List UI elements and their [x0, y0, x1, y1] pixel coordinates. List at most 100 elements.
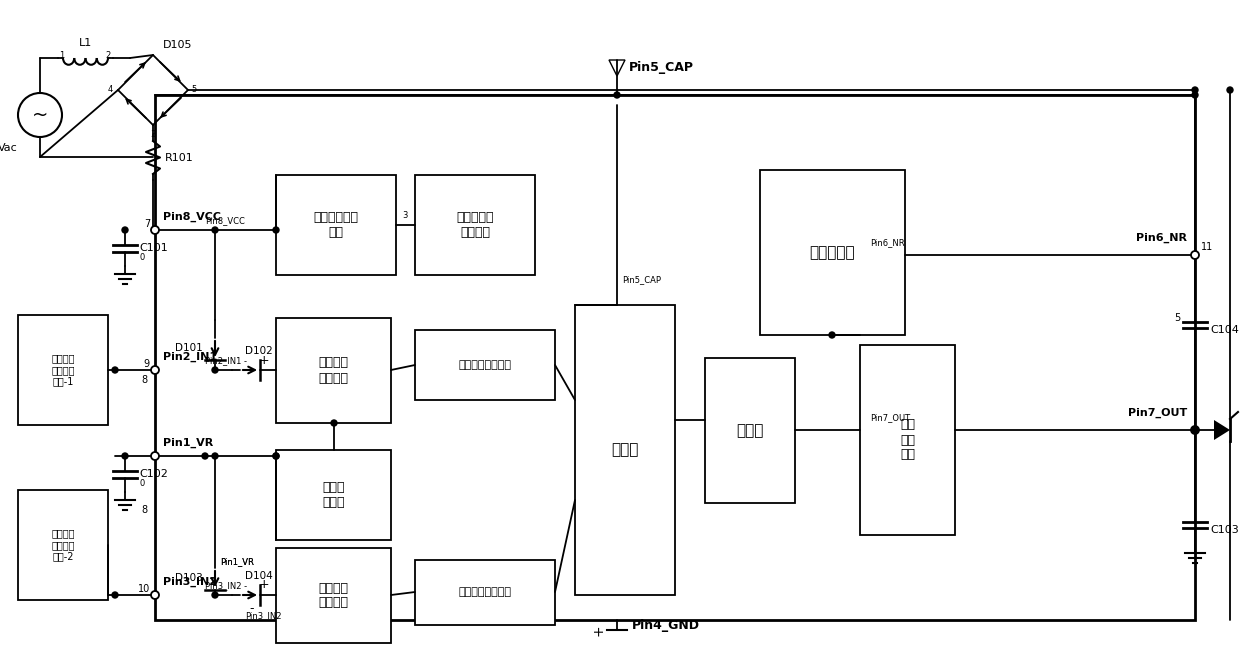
- Polygon shape: [1214, 420, 1230, 440]
- Bar: [19, 490, 108, 600]
- Text: +: +: [259, 353, 269, 366]
- Text: L1: L1: [78, 38, 92, 48]
- Text: D103: D103: [175, 573, 203, 583]
- Text: 互感器或
其他传感
器输-1: 互感器或 其他传感 器输-1: [51, 353, 74, 387]
- Circle shape: [112, 367, 118, 373]
- Text: 锁存器: 锁存器: [737, 423, 764, 438]
- Text: Pin2_IN1 -: Pin2_IN1 -: [205, 356, 247, 365]
- Bar: [415, 175, 534, 275]
- Circle shape: [1192, 87, 1198, 93]
- Circle shape: [1190, 426, 1199, 434]
- Circle shape: [614, 92, 620, 98]
- Text: D104: D104: [246, 571, 273, 581]
- Text: 抗干扰模块: 抗干扰模块: [810, 245, 856, 260]
- Circle shape: [212, 227, 218, 233]
- Circle shape: [1192, 92, 1198, 98]
- Text: 8: 8: [141, 505, 148, 515]
- Bar: [155, 95, 1195, 620]
- Text: Pin5_CAP: Pin5_CAP: [622, 275, 661, 285]
- Circle shape: [273, 453, 279, 459]
- Circle shape: [1228, 87, 1233, 93]
- Polygon shape: [609, 60, 625, 76]
- Text: 9: 9: [144, 359, 150, 369]
- Text: Pin4_GND: Pin4_GND: [632, 619, 701, 631]
- Text: C101: C101: [139, 243, 167, 253]
- Text: +: +: [259, 579, 269, 592]
- Circle shape: [122, 453, 128, 459]
- Text: Pin7_OUT: Pin7_OUT: [870, 413, 910, 422]
- Text: Pin6_NR: Pin6_NR: [1136, 233, 1187, 243]
- Text: 1: 1: [60, 51, 64, 59]
- Text: 第一信号
放大模块: 第一信号 放大模块: [319, 357, 348, 384]
- Circle shape: [151, 452, 159, 460]
- Bar: [415, 330, 556, 400]
- Circle shape: [331, 420, 337, 426]
- Circle shape: [212, 453, 218, 459]
- Text: C103: C103: [1210, 525, 1239, 535]
- Circle shape: [151, 591, 159, 599]
- Text: Pin3_IN2 -: Pin3_IN2 -: [205, 581, 247, 590]
- Text: 放大增益修正网络: 放大增益修正网络: [459, 588, 511, 598]
- Text: Pin8_VCC: Pin8_VCC: [162, 212, 221, 222]
- Circle shape: [1192, 427, 1198, 433]
- Text: Pin3_IN2: Pin3_IN2: [246, 611, 281, 620]
- Text: Pin6_NR: Pin6_NR: [870, 238, 905, 247]
- Bar: [706, 358, 795, 503]
- Text: Pin5_CAP: Pin5_CAP: [629, 61, 694, 74]
- Text: C102: C102: [139, 469, 167, 479]
- Circle shape: [830, 332, 835, 338]
- Text: 内部稳压及
偏置模块: 内部稳压及 偏置模块: [456, 211, 494, 239]
- Bar: [861, 345, 955, 535]
- Circle shape: [112, 592, 118, 598]
- Text: Pin8_VCC: Pin8_VCC: [205, 216, 244, 225]
- Bar: [760, 170, 905, 335]
- Text: 内部参
考电压: 内部参 考电压: [322, 481, 345, 509]
- Bar: [575, 305, 675, 595]
- Circle shape: [151, 226, 159, 234]
- Text: Vac: Vac: [0, 143, 19, 153]
- Circle shape: [212, 592, 218, 598]
- Text: 10: 10: [138, 584, 150, 594]
- Text: Pin1_VR: Pin1_VR: [219, 557, 254, 566]
- Text: 第二信号
放大模块: 第二信号 放大模块: [319, 581, 348, 610]
- Circle shape: [122, 227, 128, 233]
- Text: C104: C104: [1210, 325, 1239, 335]
- Text: 增益修正网络模块: 增益修正网络模块: [459, 360, 511, 370]
- Text: 3: 3: [150, 130, 156, 139]
- Text: ~: ~: [32, 105, 48, 125]
- Text: D102: D102: [246, 346, 273, 356]
- Circle shape: [1192, 427, 1198, 433]
- Text: Pin3_IN2: Pin3_IN2: [162, 577, 217, 587]
- Text: 8: 8: [141, 375, 148, 385]
- Text: 11: 11: [1202, 242, 1213, 252]
- Circle shape: [273, 227, 279, 233]
- Text: Pin1_VR: Pin1_VR: [162, 438, 213, 448]
- Text: 0: 0: [139, 480, 144, 488]
- Text: 5: 5: [1174, 313, 1180, 323]
- Bar: [277, 318, 391, 423]
- Text: 4: 4: [108, 86, 113, 94]
- Circle shape: [212, 367, 218, 373]
- Circle shape: [1190, 251, 1199, 259]
- Text: 瞬态冲击保护
模块: 瞬态冲击保护 模块: [314, 211, 358, 239]
- Text: Pin1_VR: Pin1_VR: [219, 557, 254, 566]
- Text: -: -: [249, 602, 254, 616]
- Text: D101: D101: [175, 343, 203, 353]
- Bar: [277, 548, 391, 643]
- Text: 2: 2: [105, 51, 110, 59]
- Circle shape: [273, 453, 279, 459]
- Text: 0: 0: [139, 254, 144, 262]
- Text: 3: 3: [402, 211, 408, 220]
- Text: +: +: [591, 624, 605, 636]
- Text: 7: 7: [144, 219, 150, 229]
- Text: D105: D105: [162, 40, 192, 50]
- Text: 定时器: 定时器: [611, 442, 639, 457]
- Circle shape: [202, 453, 208, 459]
- Bar: [277, 450, 391, 540]
- Bar: [19, 315, 108, 425]
- Text: 恒流
驱动
模块: 恒流 驱动 模块: [900, 418, 915, 461]
- Text: Pin7_OUT: Pin7_OUT: [1127, 408, 1187, 418]
- Bar: [277, 175, 396, 275]
- Text: 5: 5: [191, 86, 196, 94]
- Text: 互感器或
其他传感
器输-2: 互感器或 其他传感 器输-2: [51, 529, 74, 561]
